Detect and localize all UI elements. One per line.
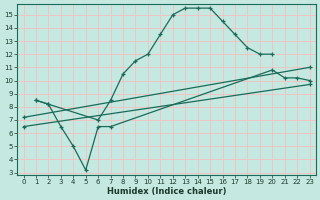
X-axis label: Humidex (Indice chaleur): Humidex (Indice chaleur)	[107, 187, 226, 196]
